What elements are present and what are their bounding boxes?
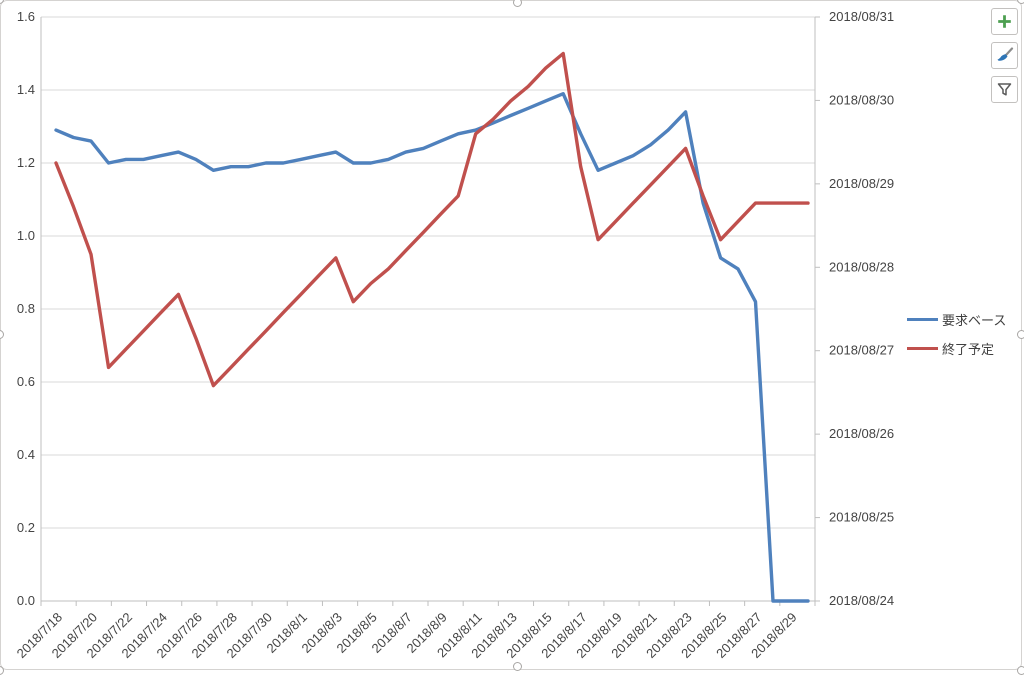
- axis-tick-label: 0.4: [17, 447, 35, 462]
- resize-handle-top-right[interactable]: [1017, 0, 1024, 4]
- axis-tick-label: 2018/08/25: [829, 510, 894, 525]
- chart-floating-toolbar: [991, 8, 1018, 103]
- chart-styles-button[interactable]: [991, 42, 1018, 69]
- axis-tick-label: 0.0: [17, 593, 35, 608]
- funnel-icon: [997, 83, 1012, 96]
- resize-handle-top-center[interactable]: [513, 0, 522, 7]
- axis-tick-label: 1.4: [17, 82, 35, 97]
- legend-label-finish-estimate: 終了予定: [942, 342, 995, 357]
- legend-line-sample-blue: [907, 318, 938, 321]
- legend-line-sample-red: [907, 347, 938, 350]
- chart-elements-button[interactable]: [991, 8, 1018, 35]
- series-line-0[interactable]: [54, 91, 810, 603]
- axis-tick-label: 2018/08/28: [829, 259, 894, 274]
- resize-handle-bottom-center[interactable]: [513, 662, 522, 671]
- axis-tick-label: 0.8: [17, 301, 35, 316]
- plus-icon: [998, 15, 1011, 28]
- axis-tick-label: 2018/08/24: [829, 593, 894, 608]
- chart-legend[interactable]: 要求ベース 終了予定: [907, 310, 1006, 358]
- legend-label-request-base: 要求ベース: [942, 313, 1007, 328]
- chart-filters-button[interactable]: [991, 76, 1018, 103]
- axis-tick-label: 1.0: [17, 228, 35, 243]
- legend-item-finish-estimate[interactable]: 終了予定: [907, 339, 1006, 358]
- axis-tick-label: 2018/08/31: [829, 9, 894, 24]
- axis-tick-label: 2018/08/27: [829, 343, 894, 358]
- series-line-1[interactable]: [54, 51, 810, 388]
- resize-handle-right-middle[interactable]: [1017, 330, 1024, 339]
- paintbrush-icon: [997, 46, 1013, 61]
- legend-item-request-base[interactable]: 要求ベース: [907, 310, 1006, 329]
- axis-tick-label: 1.6: [17, 9, 35, 24]
- axis-tick-label: 2018/08/29: [829, 176, 894, 191]
- axis-tick-label: 0.6: [17, 374, 35, 389]
- axis-tick-label: 2018/08/26: [829, 426, 894, 441]
- axis-tick-label: 1.2: [17, 155, 35, 170]
- axis-tick-label: 2018/08/30: [829, 92, 894, 107]
- axis-tick-label: 0.2: [17, 520, 35, 535]
